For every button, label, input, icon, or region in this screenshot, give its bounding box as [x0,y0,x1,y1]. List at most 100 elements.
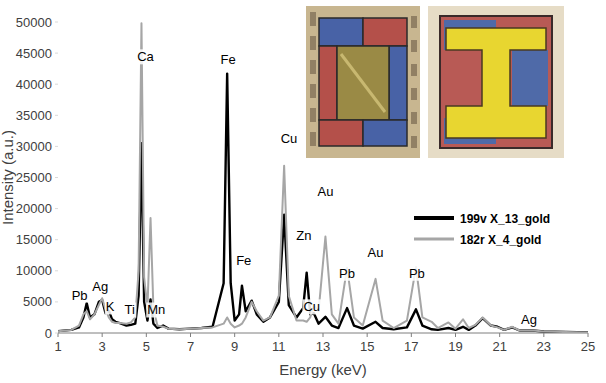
x-tick-label: 9 [231,339,238,354]
photo-gold-sheen [341,54,385,112]
peak-label-text: Fe [220,52,235,67]
peak-label-patch [235,253,252,268]
peak-label-patch [105,299,116,314]
photo-red [363,18,407,46]
x-tick-label: 23 [537,339,551,354]
spectrum-line [58,23,588,332]
peak-label-patch [91,279,109,294]
y-tick [55,146,58,147]
y-tick-label: 0 [45,326,52,341]
peak-label-patch [136,49,155,64]
x-tick-label: 13 [316,339,330,354]
x-tick-label: 17 [404,339,418,354]
photo-text [310,36,316,50]
peak-label-patch [146,302,166,317]
peak-label: Zn [295,228,312,243]
y-axis-title: Intensity (a.u.) [0,130,16,225]
peak-label-patch [408,266,426,281]
x-tick [411,333,412,337]
photo-ground [306,6,420,158]
inset-photo-left [306,6,420,158]
peak-label-text: Ti [125,302,135,317]
x-tick [543,333,544,337]
legend-label: 199v X_13_gold [460,212,550,226]
photo-text [411,16,417,28]
peak-label-text: Cu [303,299,320,314]
photo-gold [337,46,389,120]
photo-text [310,12,316,26]
y-tick-label: 10000 [16,263,52,278]
y-tick [55,239,58,240]
photo-text [411,112,417,124]
y-tick [55,301,58,302]
peak-label-text: Pb [409,266,425,281]
peak-label: Mn [146,302,166,317]
peak-label-patch [316,184,334,199]
x-tick [323,333,324,337]
peak-label: Au [316,184,334,199]
x-tick [588,333,589,337]
y-tick [55,53,58,54]
x-tick-label: 3 [99,339,106,354]
photo-red [319,46,337,120]
x-tick [234,333,235,337]
photo-text [310,108,316,122]
y-tick [55,84,58,85]
x-tick-label: 5 [143,339,150,354]
x-tick [367,333,368,337]
photo-red [319,120,363,146]
peak-label: Fe [219,52,236,67]
peak-label-patch [520,312,538,327]
y-tick-label: 45000 [16,46,52,61]
peak-label: Cu [280,131,299,146]
legend-swatch [414,216,454,220]
photo-text [411,64,417,76]
peak-label: Pb [408,266,426,281]
peak-label-patch [295,228,312,243]
y-tick [55,333,58,334]
chart: 1357911131517192123250500010000150002000… [0,0,606,383]
peak-label: Ca [136,49,155,64]
peak-label-patch [71,288,89,303]
peak-label-text: Ca [137,49,154,64]
peak-label-patch [219,52,236,67]
legend: 199v X_13_gold182r X_4_gold [414,212,550,247]
x-tick-label: 11 [272,339,286,354]
x-tick-label: 21 [492,339,506,354]
peak-label: Fe [235,253,252,268]
inset-photo-right [428,6,564,158]
y-tick-label: 5000 [23,294,52,309]
peak-label-patch [302,299,321,314]
y-tick [55,22,58,23]
photo-text [411,40,417,52]
peak-label-patch [124,302,136,317]
y-tick [55,177,58,178]
photo-blue [389,46,407,120]
peak-label-text: Fe [236,253,251,268]
peak-label: Cu [302,299,321,314]
photo-ground [428,6,564,158]
x-axis-title: Energy (keV) [279,361,367,378]
peak-label-patch [367,245,385,260]
peak-label-text: Zn [296,228,311,243]
peak-label: Pb [71,288,89,303]
photo-text [310,60,316,74]
peak-label: K [105,299,116,314]
background [0,0,606,383]
x-tick [455,333,456,337]
y-tick-label: 40000 [16,77,52,92]
photo-text [411,88,417,100]
peak-label-text: Mn [147,302,165,317]
peak-label-text: Ag [92,279,108,294]
y-tick-label: 20000 [16,201,52,216]
x-tick [499,333,500,337]
x-tick [58,333,59,337]
x-tick [278,333,279,337]
photo-blue [512,50,548,106]
y-tick-label: 35000 [16,108,52,123]
peak-label: Ag [91,279,109,294]
peak-label-patch [338,266,356,281]
x-tick-label: 19 [448,339,462,354]
peak-label-patch [280,131,299,146]
photo-yellow-letter [446,28,546,138]
